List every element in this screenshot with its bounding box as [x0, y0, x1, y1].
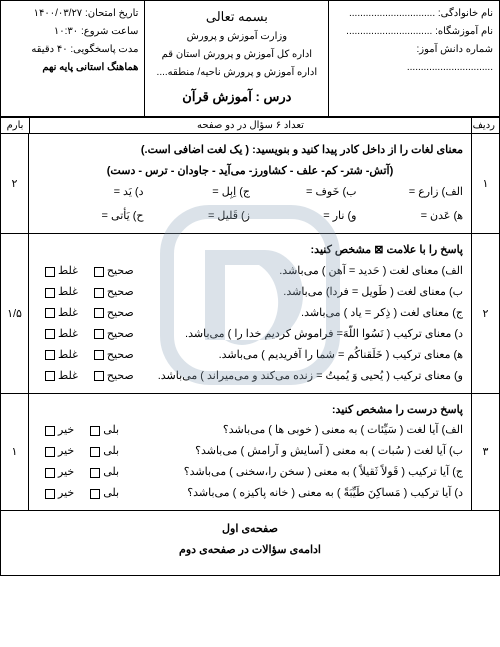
q3-body: پاسخ درست را مشخص کنید: الف) آیا لغت ( س…: [29, 394, 471, 510]
q2-f-false[interactable]: غلط: [45, 366, 78, 387]
q3-b-no[interactable]: خیر: [45, 441, 74, 462]
header-student-info: نام خانوادگی: ..........................…: [328, 1, 499, 116]
col-header-radif: ردیف: [471, 118, 499, 133]
footer-page: صفحه‌ی اول: [1, 519, 499, 540]
q2-e-true[interactable]: صحیح: [94, 345, 134, 366]
exam-title: هماهنگ استانی پایه نهم: [7, 59, 138, 77]
q1-title: معنای لغات را از داخل کادر پیدا کنید و ب…: [37, 140, 463, 161]
header-exam-info: تاریخ امتحان: ۱۴۰۰/۰۳/۲۷ ساعت شروع: ۱۰:۳…: [1, 1, 144, 116]
col-header-barem: بارم: [1, 118, 29, 133]
date-label: تاریخ امتحان:: [85, 8, 138, 19]
q3-title: پاسخ درست را مشخص کنید:: [37, 400, 463, 421]
q3-c-no[interactable]: خیر: [45, 462, 74, 483]
q3-a-no[interactable]: خیر: [45, 420, 74, 441]
q3-d-yes[interactable]: بلی: [90, 483, 119, 504]
q1-body: معنای لغات را از داخل کادر پیدا کنید و ب…: [29, 134, 471, 234]
q3-score: ۱: [1, 394, 29, 510]
school-label: نام آموزشگاه:: [435, 26, 493, 37]
q1-number: ۱: [471, 134, 499, 234]
subject-prefix: درس :: [256, 89, 292, 104]
q3-d-no[interactable]: خیر: [45, 483, 74, 504]
q3-c-yes[interactable]: بلی: [90, 462, 119, 483]
duration-label: مدت پاسخگویی:: [70, 44, 138, 55]
q2-c: ج) معنای لغت ( ذِکر = یاد ) می‌باشد.: [134, 303, 463, 324]
header: نام خانوادگی: ..........................…: [1, 1, 499, 117]
count-row: ردیف تعداد ۶ سؤال در دو صفحه بارم: [1, 117, 499, 134]
q3-number: ۳: [471, 394, 499, 510]
q1-e: ه‍) عَدن =: [421, 210, 463, 222]
q3-d: د) آیا ترکیب ( مَساکِنَ طَیِّبَةً ) به م…: [119, 483, 463, 504]
q2-f-true[interactable]: صحیح: [94, 366, 134, 387]
q2-f: و) معنای ترکیب ( یُحیی وَ یُمیتُ = زنده …: [134, 366, 463, 387]
duration-value: ۴۰ دقیقه: [31, 44, 67, 55]
q2-c-false[interactable]: غلط: [45, 303, 78, 324]
q2-e-false[interactable]: غلط: [45, 345, 78, 366]
q3-a: الف) آیا لغت ( سَیِّئات ) به معنی ( خوبی…: [119, 420, 463, 441]
q2-a-true[interactable]: صحیح: [94, 261, 134, 282]
q1-a: الف) زارع =: [409, 186, 463, 198]
footer-continue: ادامه‌ی سؤالات در صفحه‌ی دوم: [1, 540, 499, 561]
q3-b: ب) آیا لغت ( سُبات ) به معنی ( آسایش و آ…: [119, 441, 463, 462]
date-value: ۱۴۰۰/۰۳/۲۷: [34, 8, 83, 19]
q2-a: الف) معنای لغت ( حَدید = آهن ) می‌باشد.: [134, 261, 463, 282]
studentno-label: شماره دانش آموز:: [416, 44, 493, 55]
q1-f: و) نار =: [323, 210, 356, 222]
q1-d: د) یَد =: [114, 186, 144, 198]
q1-c: ج) اِبِل =: [212, 186, 250, 198]
q2-c-true[interactable]: صحیح: [94, 303, 134, 324]
question-3: ۳ پاسخ درست را مشخص کنید: الف) آیا لغت (…: [1, 394, 499, 511]
q1-g: ز) قَلیل =: [208, 210, 250, 222]
question-2: ۲ پاسخ را با علامت ⊠ مشخص کنید: الف) معن…: [1, 234, 499, 393]
q2-d-false[interactable]: غلط: [45, 324, 78, 345]
subject: آموزش قرآن: [182, 89, 252, 104]
q1-score: ۲: [1, 134, 29, 234]
start-value: ۱۰:۳۰: [54, 26, 78, 37]
header-ministry: بسمه تعالی وزارت آموزش و پرورش اداره کل …: [144, 1, 328, 116]
q1-h: ح) یَأتی =: [102, 210, 144, 222]
q2-title: پاسخ را با علامت ⊠ مشخص کنید:: [37, 240, 463, 261]
dots: ...............................: [346, 26, 432, 37]
q2-b: ب) معنای لغت ( طَویل = فردا) می‌باشد.: [134, 282, 463, 303]
q2-b-false[interactable]: غلط: [45, 282, 78, 303]
district-line: اداره آموزش و پرورش ناحیه/ منطقه....: [151, 64, 322, 82]
logo-text: بسمه تعالی: [151, 5, 322, 28]
q2-number: ۲: [471, 234, 499, 392]
q2-score: ۱/۵: [1, 234, 29, 392]
lastname-label: نام خانوادگی:: [438, 8, 493, 19]
province-line: اداره کل آموزش و پرورش استان قم: [151, 46, 322, 64]
start-label: ساعت شروع:: [81, 26, 138, 37]
page-footer: صفحه‌ی اول ادامه‌ی سؤالات در صفحه‌ی دوم: [1, 511, 499, 575]
q3-a-yes[interactable]: بلی: [90, 420, 119, 441]
q2-d: د) معنای ترکیب ( نَسُوا اللّهَ= فراموش ک…: [134, 324, 463, 345]
dots: ...............................: [349, 8, 435, 19]
q2-a-false[interactable]: غلط: [45, 261, 78, 282]
q1-b: ب) خَوف =: [306, 186, 356, 198]
question-1: ۱ معنای لغات را از داخل کادر پیدا کنید و…: [1, 134, 499, 235]
dots: ...............................: [407, 62, 493, 73]
q2-b-true[interactable]: صحیح: [94, 282, 134, 303]
exam-page: نام خانوادگی: ..........................…: [0, 0, 500, 576]
count-text: تعداد ۶ سؤال در دو صفحه: [29, 118, 471, 133]
q3-c: ج) آیا ترکیب ( قَولاً ثَقیلاً ) به معنی …: [119, 462, 463, 483]
q2-body: پاسخ را با علامت ⊠ مشخص کنید: الف) معنای…: [29, 234, 471, 392]
q2-e: ه‍) معنای ترکیب ( خَلَقناکُم = شما را آف…: [134, 345, 463, 366]
q2-d-true[interactable]: صحیح: [94, 324, 134, 345]
q1-wordbank: (آتش- شتر- کم- علف - کشاورز- می‌آید - جا…: [37, 161, 463, 182]
ministry-line: وزارت آموزش و پرورش: [151, 28, 322, 46]
q3-b-yes[interactable]: بلی: [90, 441, 119, 462]
